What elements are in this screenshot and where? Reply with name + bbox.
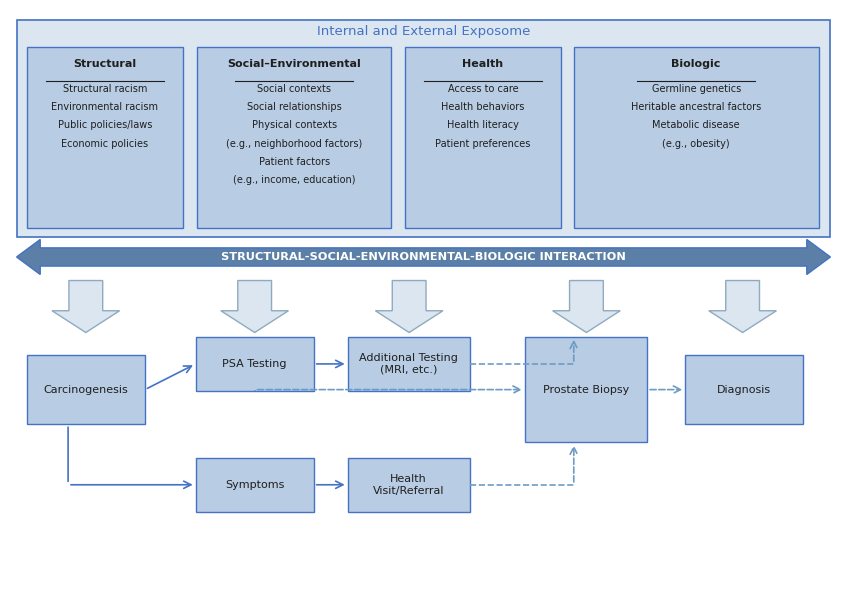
Polygon shape <box>552 280 620 333</box>
FancyBboxPatch shape <box>196 337 313 391</box>
FancyBboxPatch shape <box>197 47 391 228</box>
Polygon shape <box>709 280 777 333</box>
Polygon shape <box>52 280 119 333</box>
Polygon shape <box>17 239 830 274</box>
Text: Heritable ancestral factors: Heritable ancestral factors <box>631 103 761 112</box>
Polygon shape <box>375 280 443 333</box>
Text: Metabolic disease: Metabolic disease <box>652 120 740 131</box>
FancyBboxPatch shape <box>525 337 647 443</box>
Text: Health behaviors: Health behaviors <box>441 103 524 112</box>
Text: PSA Testing: PSA Testing <box>223 359 287 369</box>
Text: Prostate Biopsy: Prostate Biopsy <box>543 385 629 395</box>
Text: Patient factors: Patient factors <box>259 157 329 167</box>
Text: Health
Visit/Referral: Health Visit/Referral <box>373 474 445 495</box>
Text: Environmental racism: Environmental racism <box>52 103 158 112</box>
Text: (e.g., neighborhood factors): (e.g., neighborhood factors) <box>226 138 363 149</box>
Text: Biologic: Biologic <box>672 59 721 69</box>
FancyBboxPatch shape <box>405 47 561 228</box>
Text: Economic policies: Economic policies <box>61 138 148 149</box>
Text: Structural: Structural <box>73 59 136 69</box>
Text: Germline genetics: Germline genetics <box>651 84 741 94</box>
Text: Symptoms: Symptoms <box>225 480 285 490</box>
Text: Carcinogenesis: Carcinogenesis <box>43 385 128 395</box>
Text: Social relationships: Social relationships <box>247 103 341 112</box>
Text: Additional Testing
(MRI, etc.): Additional Testing (MRI, etc.) <box>359 353 458 375</box>
FancyBboxPatch shape <box>347 458 470 512</box>
FancyBboxPatch shape <box>17 19 830 237</box>
Text: Access to care: Access to care <box>448 84 518 94</box>
Text: Diagnosis: Diagnosis <box>717 385 772 395</box>
Polygon shape <box>221 280 289 333</box>
Text: Internal and External Exposome: Internal and External Exposome <box>317 25 530 38</box>
Text: (e.g., obesity): (e.g., obesity) <box>662 138 730 149</box>
FancyBboxPatch shape <box>196 458 313 512</box>
Text: Social–Environmental: Social–Environmental <box>228 59 361 69</box>
Text: Health: Health <box>462 59 504 69</box>
Text: Health literacy: Health literacy <box>447 120 519 131</box>
Text: Physical contexts: Physical contexts <box>252 120 337 131</box>
FancyBboxPatch shape <box>685 355 804 424</box>
FancyBboxPatch shape <box>573 47 818 228</box>
Text: (e.g., income, education): (e.g., income, education) <box>233 175 356 185</box>
FancyBboxPatch shape <box>27 355 145 424</box>
FancyBboxPatch shape <box>347 337 470 391</box>
Text: Public policies/laws: Public policies/laws <box>58 120 152 131</box>
Text: Social contexts: Social contexts <box>257 84 331 94</box>
Text: Patient preferences: Patient preferences <box>435 138 531 149</box>
FancyBboxPatch shape <box>27 47 183 228</box>
Text: Structural racism: Structural racism <box>63 84 147 94</box>
Text: STRUCTURAL-SOCIAL-ENVIRONMENTAL-BIOLOGIC INTERACTION: STRUCTURAL-SOCIAL-ENVIRONMENTAL-BIOLOGIC… <box>221 252 626 262</box>
